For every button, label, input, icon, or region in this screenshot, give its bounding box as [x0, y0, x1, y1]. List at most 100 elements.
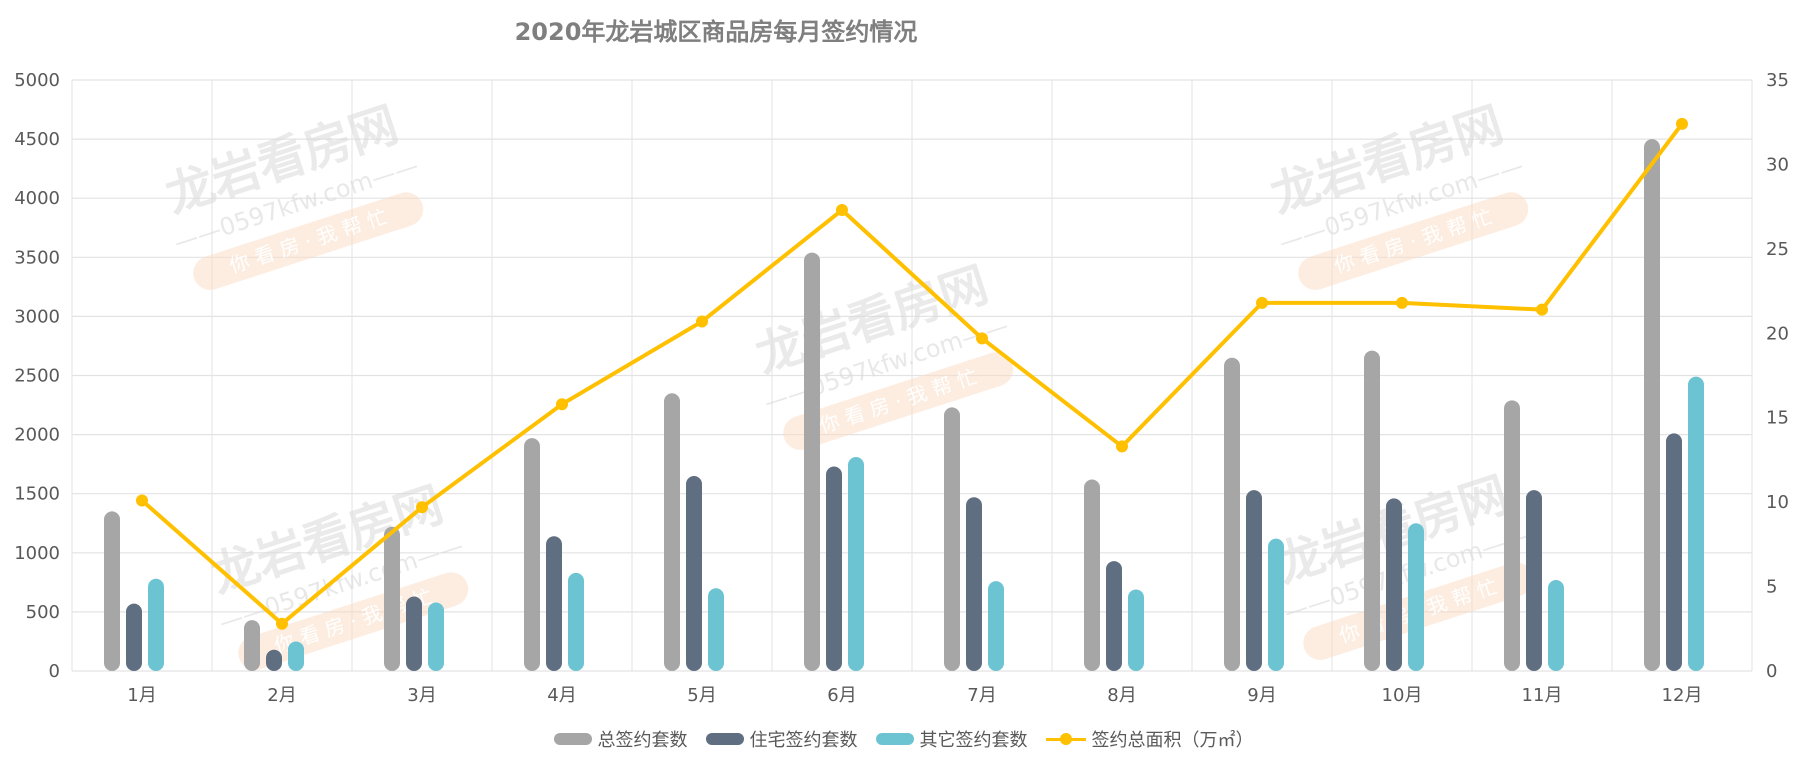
bar-total [1644, 139, 1660, 672]
legend-swatch-other [875, 733, 914, 745]
y-tick-label: 5000 [14, 70, 60, 91]
area-point [696, 315, 708, 328]
bar-total [1224, 357, 1240, 671]
watermark-pill [1298, 192, 1529, 290]
bar-residential [1666, 433, 1682, 671]
bar-total [944, 407, 960, 671]
y2-tick-label: 0 [1766, 661, 1777, 682]
x-tick-label: 9月 [1247, 685, 1276, 706]
area-point [556, 398, 568, 411]
bar-other [428, 602, 444, 671]
bar-residential [406, 596, 422, 671]
legend-label-other: 其它签约套数 [919, 730, 1028, 751]
x-tick-label: 1月 [127, 685, 156, 706]
x-tick-label: 8月 [1107, 685, 1136, 706]
watermark: 龙岩看房网——0597kfw.com——你 看 房 · 我 帮 忙 [1264, 97, 1529, 290]
y-tick-label: 1500 [14, 484, 60, 505]
y2-tick-label: 35 [1766, 70, 1789, 91]
bar-residential [546, 536, 562, 671]
bar-other [1408, 523, 1424, 671]
watermark: 龙岩看房网——0597kfw.com——你 看 房 · 我 帮 忙 [749, 257, 1014, 450]
bar-residential [126, 603, 142, 671]
area-point [1116, 440, 1128, 453]
bar-residential [1246, 490, 1262, 671]
x-tick-label: 2月 [267, 685, 296, 706]
gridlines [71, 79, 1753, 672]
bar-residential [1526, 490, 1542, 671]
bar-other [1268, 538, 1284, 671]
legend-swatch-area [1045, 733, 1086, 745]
bars [104, 139, 1704, 672]
bar-total [1364, 350, 1380, 671]
legend-item-total[interactable]: 总签约套数 [553, 726, 688, 752]
bar-other [988, 581, 1004, 671]
y2-tick-label: 30 [1766, 154, 1789, 175]
legend-item-residential[interactable]: 住宅签约套数 [705, 726, 858, 752]
chart-title: 2020年龙岩城区商品房每月签约情况 [515, 18, 918, 46]
y2-tick-label: 25 [1766, 239, 1789, 260]
bar-other [568, 572, 584, 671]
bar-other [1128, 589, 1144, 671]
area-point [1396, 296, 1408, 309]
bar-other [1548, 579, 1564, 671]
y-tick-label: 3000 [14, 306, 60, 327]
bar-residential [826, 466, 842, 671]
y2-tick-label: 10 [1766, 492, 1789, 513]
x-tick-label: 4月 [547, 685, 576, 706]
bar-total [664, 393, 680, 671]
area-point [1256, 296, 1268, 309]
y-tick-label: 4000 [14, 188, 60, 209]
x-tick-label: 7月 [967, 685, 996, 706]
area-point [836, 204, 848, 217]
watermark: 龙岩看房网——0597kfw.com——你 看 房 · 我 帮 忙 [159, 97, 424, 290]
legend-label-total: 总签约套数 [597, 730, 688, 751]
bar-residential [966, 497, 982, 671]
bar-total [1084, 479, 1100, 671]
x-tick-label: 3月 [407, 685, 436, 706]
x-tick-label: 12月 [1662, 685, 1703, 706]
bar-total [524, 438, 540, 671]
bar-other [148, 578, 164, 671]
x-tick-label: 6月 [827, 685, 856, 706]
bar-other [848, 457, 864, 671]
watermark-pill [193, 192, 424, 290]
bar-total [1504, 400, 1520, 671]
y-tick-label: 3500 [14, 247, 60, 268]
area-point [976, 332, 988, 345]
area-series-line [140, 122, 1684, 626]
x-tick-label: 10月 [1382, 685, 1423, 706]
bar-other [288, 641, 304, 671]
y2-tick-label: 15 [1766, 408, 1789, 429]
legend-item-other[interactable]: 其它签约套数 [875, 726, 1028, 752]
y-tick-label: 4500 [14, 129, 60, 150]
bar-total [384, 526, 400, 671]
bar-total [244, 620, 260, 671]
bar-other [708, 588, 724, 671]
legend-label-area: 签约总面积（万㎡） [1091, 730, 1254, 751]
x-tick-label: 11月 [1522, 685, 1563, 706]
bar-total [104, 511, 120, 671]
area-point [1536, 303, 1548, 316]
bar-residential [1106, 561, 1122, 671]
watermark: 龙岩看房网——0597kfw.com——你 看 房 · 我 帮 忙 [1269, 467, 1534, 660]
area-point [416, 501, 428, 514]
legend-item-area[interactable]: 签约总面积（万㎡） [1045, 726, 1254, 752]
y2-tick-label: 5 [1766, 577, 1777, 598]
y-tick-label: 0 [49, 661, 60, 682]
legend-swatch-residential [705, 733, 744, 745]
area-point [1676, 117, 1688, 130]
axes: 0 500 1000 1500 2000 2500 3000 3500 4000 4500 5000… [14, 70, 1789, 706]
y-tick-label: 2500 [14, 366, 60, 387]
x-tick-label: 5月 [687, 685, 716, 706]
area-line [136, 117, 1688, 630]
y-tick-label: 500 [26, 602, 60, 623]
watermark-pill [783, 352, 1014, 450]
legend-swatch-total [553, 733, 592, 745]
y-tick-label: 1000 [14, 543, 60, 564]
y2-tick-label: 20 [1766, 323, 1789, 344]
bar-residential [266, 649, 282, 671]
bar-total [804, 252, 820, 671]
legend-label-residential: 住宅签约套数 [749, 730, 858, 751]
